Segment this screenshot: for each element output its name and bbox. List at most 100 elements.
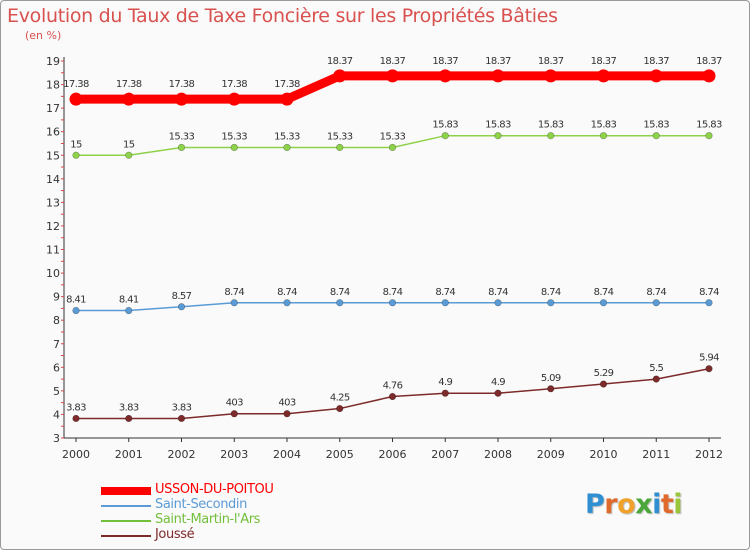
logo-letter: o [617,489,636,520]
data-label: 15.83 [591,120,617,131]
data-label: 8.74 [383,287,403,298]
legend-label: Saint-Martin-l'Ars [155,512,261,527]
legend-label: Joussé [155,527,195,542]
data-label: 4.25 [330,393,350,404]
data-point [388,299,397,307]
proxiti-logo: Proxiti [585,489,683,520]
logo-letter: r [604,489,618,520]
data-point [438,69,452,83]
x-tick-label: 2002 [168,448,196,461]
x-tick-label: 2006 [379,448,407,461]
data-point [705,299,713,307]
x-tick-label: 2010 [590,448,618,461]
data-point [441,299,449,307]
legend-label: USSON-DU-POITOU [155,482,274,497]
data-point [441,132,449,140]
logo-letter: t [660,489,674,520]
logo-letter: P [585,489,605,520]
x-tick-label: 2000 [62,448,90,461]
y-tick-label: 5 [53,385,60,398]
data-point [705,132,713,140]
data-label: 3.83 [172,402,192,413]
data-label: 403 [226,398,244,409]
data-point [544,69,558,83]
data-point [705,365,713,373]
data-point [652,299,660,307]
data-point [69,92,83,106]
data-label: 15 [123,139,135,150]
y-tick-label: 3 [53,432,60,445]
data-label: 8.74 [699,287,719,298]
data-label: 18.37 [432,56,458,67]
data-point [652,132,660,140]
x-tick-label: 2008 [484,448,512,461]
data-label: 8.74 [646,287,666,298]
y-tick-label: 9 [53,291,60,304]
data-label: 15 [70,139,82,150]
data-label: 3.83 [66,402,86,413]
legend-swatch [101,535,151,537]
data-point [230,410,238,418]
data-point [547,299,555,307]
data-point [386,69,399,83]
data-point [441,389,449,397]
data-label: 17.38 [221,79,247,90]
data-point [494,132,502,140]
data-label: 18.37 [380,56,406,67]
data-label: 15.33 [274,131,300,142]
data-label: 18.37 [591,56,617,67]
data-point [72,306,80,315]
data-point [599,132,608,140]
data-label: 17.38 [169,79,195,90]
x-tick-label: 2012 [695,448,723,461]
y-tick-label: 18 [46,79,60,92]
y-tick-label: 14 [46,173,60,186]
data-label: 4.9 [438,377,452,388]
data-point [597,69,610,83]
data-label: 18.37 [696,56,722,67]
y-tick-label: 13 [46,196,60,209]
data-label: 15.33 [169,131,195,142]
x-tick-label: 2004 [273,448,301,461]
data-label: 17.38 [116,79,142,90]
y-tick-label: 7 [53,338,60,351]
data-label: 15.33 [380,131,406,142]
data-label: 5.09 [541,373,561,384]
data-point [230,299,238,307]
data-label: 8.57 [172,291,192,302]
data-point [702,69,716,83]
data-label: 18.37 [485,56,511,67]
data-point [494,389,502,397]
data-label: 15.83 [696,120,722,131]
data-point [388,392,397,401]
data-label: 15.33 [327,131,353,142]
logo-letter: x [635,489,653,520]
data-label: 403 [278,398,296,409]
data-point [230,143,238,152]
data-point [125,414,133,423]
data-point [125,151,133,159]
y-tick-label: 15 [46,149,60,162]
legend-swatch [101,505,151,507]
x-tick-label: 2009 [537,448,565,461]
x-tick-label: 2011 [642,448,670,461]
data-point [280,92,294,106]
data-label: 15.83 [538,120,564,131]
y-axis-unit-label: (en %) [25,29,62,42]
logo-letter: i [652,489,661,520]
data-label: 5.29 [594,368,614,379]
y-tick-label: 17 [46,102,60,115]
data-label: 15.83 [485,120,511,131]
data-label: 4.76 [383,381,403,392]
y-tick-label: 6 [53,361,60,374]
logo-letter: i [673,489,683,520]
data-point [177,414,186,423]
data-label: 8.74 [224,287,244,298]
x-tick-label: 2003 [220,448,248,461]
data-point [175,92,188,106]
data-label: 15.83 [432,120,458,131]
chart-title: Evolution du Taux de Taxe Foncière sur l… [7,5,558,27]
x-tick-label: 2005 [326,448,354,461]
data-point [649,69,663,83]
